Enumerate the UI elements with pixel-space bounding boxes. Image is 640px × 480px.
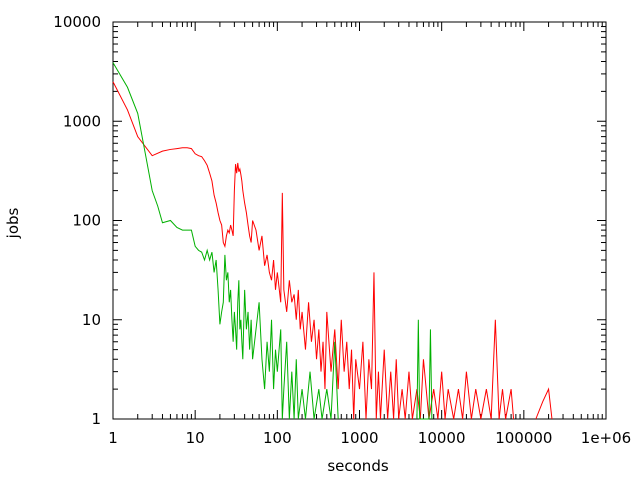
plot-frame: [112, 21, 607, 420]
y-tick-label: 10: [82, 311, 101, 329]
x-tick-label: 100000: [495, 429, 552, 447]
y-tick-label: 10000: [53, 13, 101, 31]
y-tick-label: 1: [91, 410, 101, 428]
x-tick-label: 1000: [340, 429, 378, 447]
y-tick-label: 1000: [63, 112, 101, 130]
x-tick-labels: 1 10 100 1000 10000 100000 1e+06: [108, 429, 631, 447]
x-tick-label: 10000: [418, 429, 466, 447]
series-line-1: [112, 81, 515, 420]
x-axis-title: seconds: [327, 457, 388, 475]
series-line-2: [535, 387, 553, 420]
y-axis-title: jobs: [4, 207, 22, 239]
x-tick-label: 1e+06: [581, 429, 631, 447]
x-tick-label: 10: [186, 429, 205, 447]
x-tick-label: 100: [263, 429, 292, 447]
series-lines: [112, 62, 553, 420]
axis-ticks: [112, 21, 607, 420]
y-tick-labels: 1 10 100 1000 10000: [53, 13, 101, 428]
series-line-3: [112, 62, 339, 420]
y-tick-label: 100: [72, 212, 101, 230]
series-line-4: [416, 319, 433, 420]
x-tick-label: 1: [108, 429, 118, 447]
